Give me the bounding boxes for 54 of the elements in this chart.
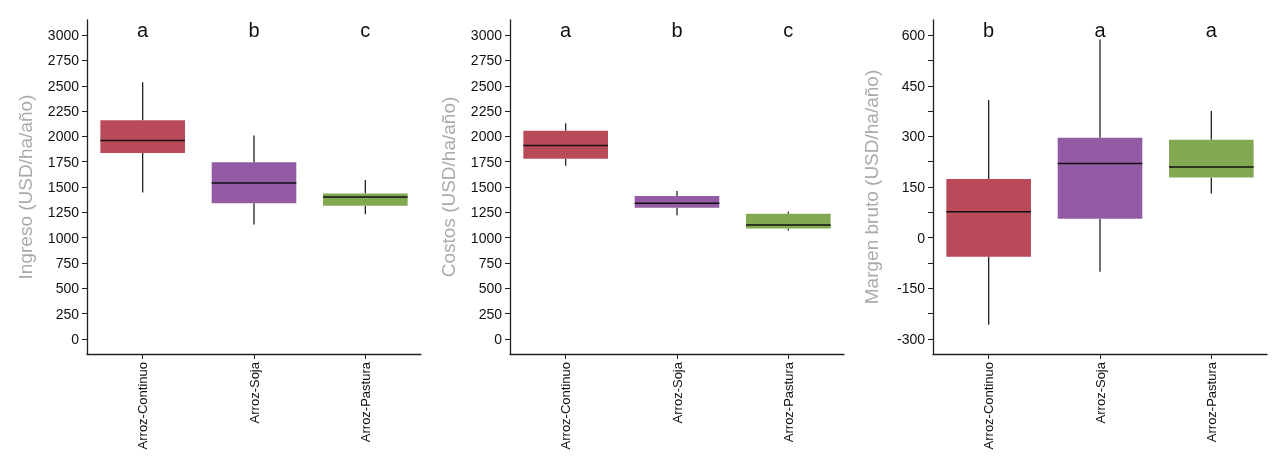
x-tick-label: Arroz-Continuo xyxy=(135,362,151,450)
y-tick-label: 1250 xyxy=(47,204,80,221)
y-tick-label: 1500 xyxy=(470,179,503,195)
y-tick-label: 1000 xyxy=(470,229,503,246)
y-tick-label: 0 xyxy=(917,229,926,246)
y-tick-label: 2500 xyxy=(470,77,503,94)
y-tick-label: 3000 xyxy=(47,27,80,44)
y-tick-label: 1500 xyxy=(47,179,80,195)
y-tick-label: -300 xyxy=(896,330,926,347)
y-tick-label: 2000 xyxy=(470,128,503,145)
annotation: a xyxy=(1094,19,1107,41)
y-axis-title: Costos (USD/ha/año) xyxy=(438,96,459,278)
y-tick-label: 450 xyxy=(901,77,926,94)
y-tick-label: 750 xyxy=(55,254,80,271)
annotation: c xyxy=(783,19,794,41)
x-tick-label: Arroz-Pastura xyxy=(1203,361,1219,443)
x-tick-label: Arroz-Soja xyxy=(669,361,685,424)
x-tick-label: Arroz-Soja xyxy=(1092,361,1108,424)
y-tick-label: 2000 xyxy=(47,128,80,145)
y-tick-label: 750 xyxy=(478,254,503,271)
y-tick-label: 2750 xyxy=(470,52,503,69)
y-tick-label: 0 xyxy=(494,330,503,347)
x-tick-label: Arroz-Soja xyxy=(246,361,262,424)
y-tick-label: 0 xyxy=(71,330,80,347)
y-tick-label: 150 xyxy=(901,179,926,195)
y-tick-label: 3000 xyxy=(470,27,503,44)
y-tick-label: 500 xyxy=(55,280,80,297)
y-tick-label: 500 xyxy=(478,280,503,297)
y-tick-label: 2500 xyxy=(47,77,80,94)
y-tick-label: 1000 xyxy=(47,229,80,246)
x-tick-label: Arroz-Continuo xyxy=(981,362,997,450)
y-tick-label: 250 xyxy=(55,305,80,322)
y-tick-label: 1250 xyxy=(470,204,503,221)
annotation: a xyxy=(137,19,150,41)
annotation: a xyxy=(560,19,573,41)
x-tick-label: Arroz-Pastura xyxy=(780,361,796,443)
y-tick-label: 250 xyxy=(478,305,503,322)
y-tick-label: 2250 xyxy=(470,103,503,120)
x-tick-label: Arroz-Continuo xyxy=(558,362,574,450)
y-tick-label: 1750 xyxy=(470,153,503,170)
y-tick-label: 1750 xyxy=(47,153,80,170)
y-tick-label: 300 xyxy=(901,128,926,145)
annotation: c xyxy=(360,19,371,41)
annotation: b xyxy=(983,19,995,41)
annotation: b xyxy=(671,19,683,41)
y-axis-title: Ingreso (USD/ha/año) xyxy=(15,94,36,280)
y-axis-title: Margen bruto (USD/ha/año) xyxy=(861,69,882,305)
y-tick-label: 2250 xyxy=(47,103,80,120)
y-tick-label: 600 xyxy=(901,27,926,44)
annotation: b xyxy=(248,19,260,41)
x-tick-label: Arroz-Pastura xyxy=(357,361,373,443)
y-tick-label: 2750 xyxy=(47,52,80,69)
annotation: a xyxy=(1205,19,1218,41)
y-tick-label: -150 xyxy=(896,280,926,297)
